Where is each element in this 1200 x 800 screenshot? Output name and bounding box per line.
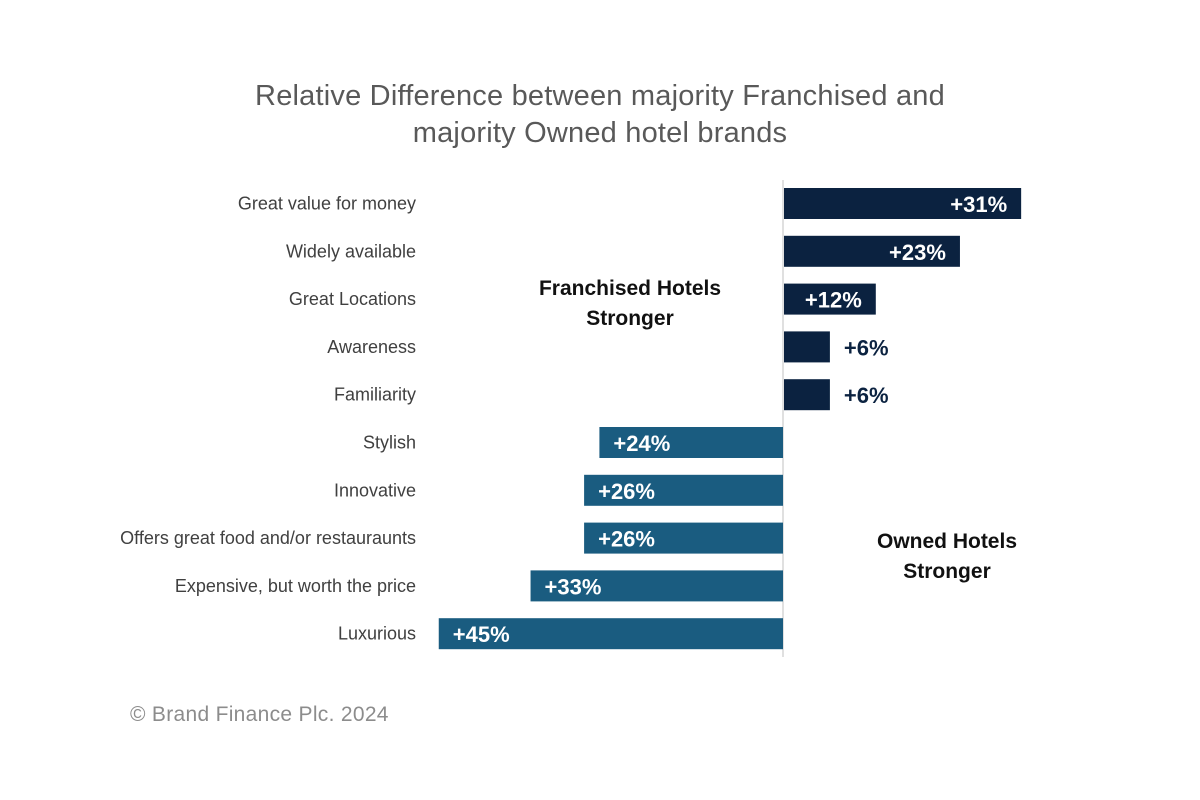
chart-title-line-1: Relative Difference between majority Fra… [255, 80, 945, 112]
category-label: Stylish [363, 433, 416, 453]
data-label: +31% [950, 192, 1007, 217]
category-label: Great Locations [289, 289, 416, 309]
bar [784, 235, 960, 267]
copyright-text: © Brand Finance Plc. 2024 [130, 703, 389, 726]
data-label: +6% [844, 335, 889, 360]
category-label: Widely available [286, 241, 416, 261]
data-label: +23% [889, 240, 946, 265]
bar [438, 618, 783, 650]
data-label: +33% [545, 574, 602, 599]
category-label: Familiarity [334, 385, 416, 405]
bar [784, 331, 830, 363]
data-label: +26% [598, 527, 655, 552]
owned-annotation-line-2: Stronger [903, 560, 991, 583]
franchised-annotation: Franchised Hotels Stronger [500, 274, 760, 334]
bar [784, 379, 830, 411]
data-label: +24% [613, 431, 670, 456]
category-label: Awareness [327, 337, 416, 357]
bar [599, 427, 783, 458]
bar [784, 283, 876, 315]
category-label: Innovative [334, 480, 416, 500]
data-label: +12% [805, 288, 862, 313]
owned-annotation: Owned Hotels Stronger [817, 527, 1077, 587]
bar [530, 570, 783, 602]
category-label: Luxurious [338, 624, 416, 644]
category-label: Offers great food and/or restauraunts [120, 528, 416, 548]
chart-title-line-2: majority Owned hotel brands [412, 117, 788, 149]
bar [784, 188, 1022, 219]
bar [584, 474, 783, 506]
owned-annotation-line-1: Owned Hotels [876, 530, 1018, 553]
data-label: +26% [598, 479, 655, 504]
data-label: +6% [844, 383, 889, 408]
chart-title: Relative Difference between majority Fra… [0, 78, 1200, 152]
franchised-annotation-line-1: Franchised Hotels [538, 277, 722, 300]
data-label: +45% [453, 622, 510, 647]
category-label: Great value for money [238, 194, 416, 214]
category-label: Expensive, but worth the price [175, 576, 416, 596]
bar [584, 522, 783, 554]
franchised-annotation-line-2: Stronger [586, 307, 674, 330]
